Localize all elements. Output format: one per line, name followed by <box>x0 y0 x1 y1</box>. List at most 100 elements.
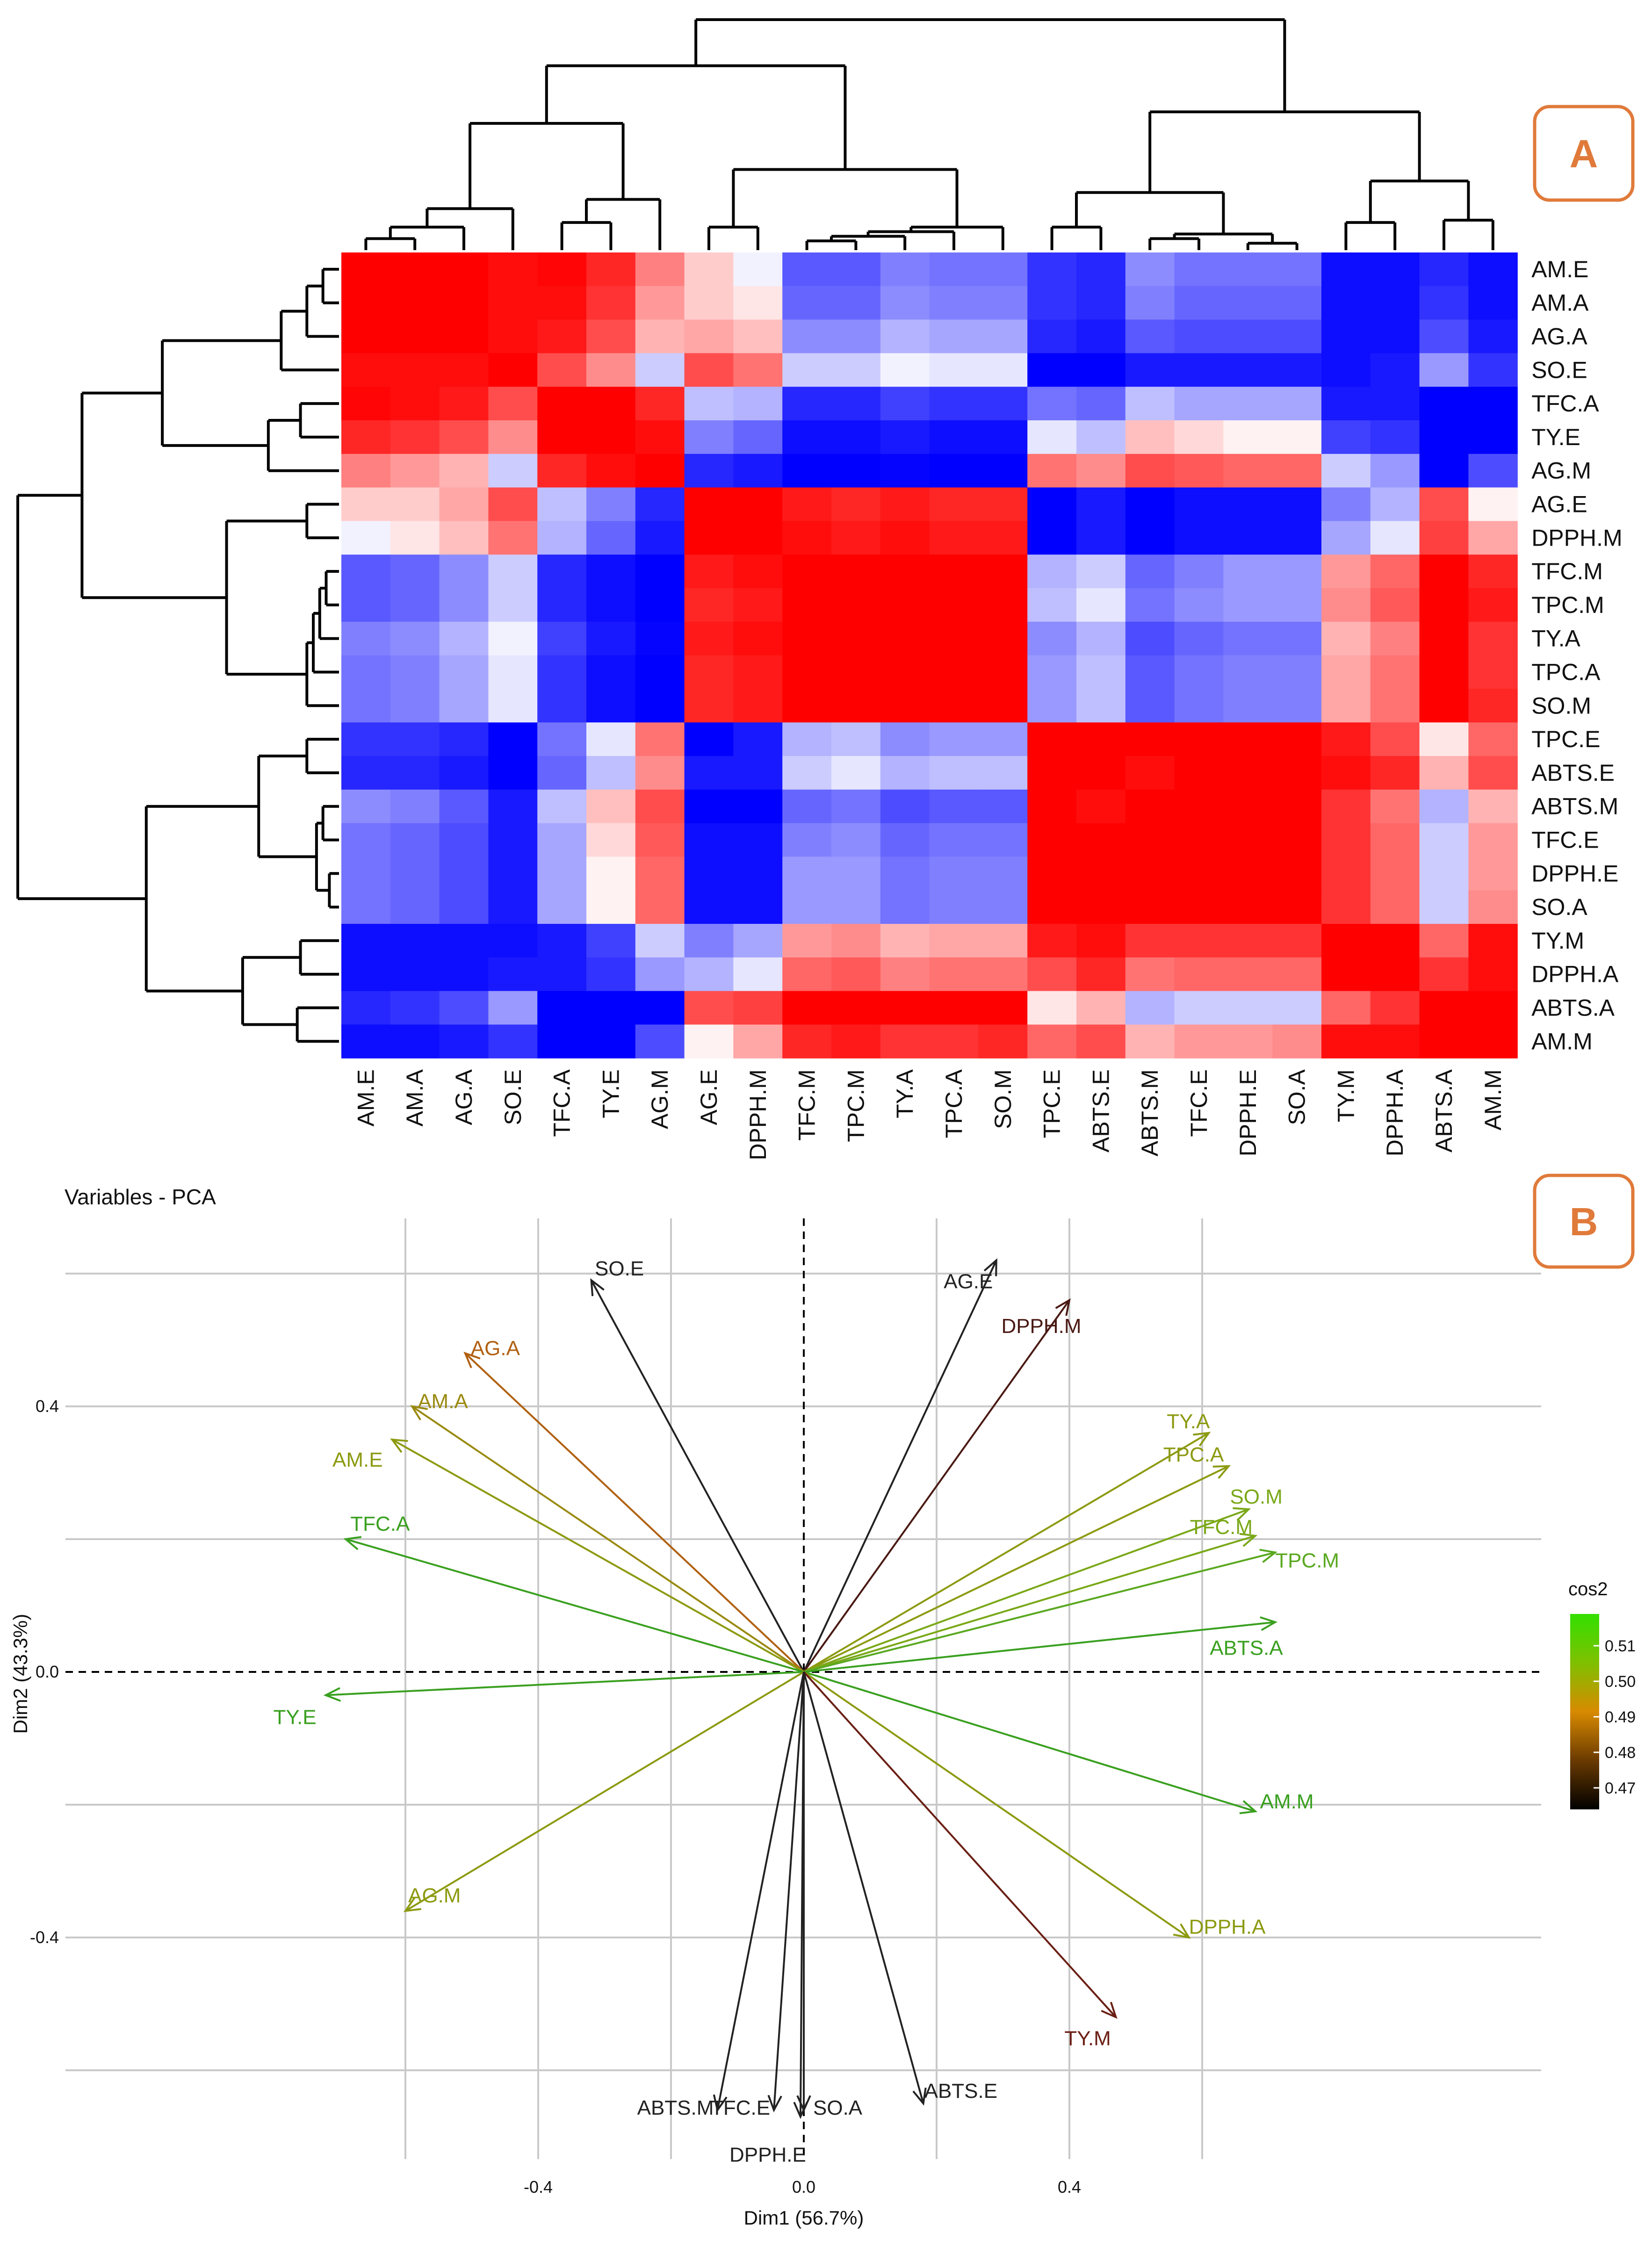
heatmap-col-label: TFC.M <box>794 1069 820 1141</box>
heatmap-cell <box>1076 252 1126 287</box>
heatmap-cell <box>684 521 734 555</box>
heatmap-cell <box>1272 957 1322 992</box>
heatmap-cell <box>929 689 979 723</box>
heatmap-cell <box>1223 555 1273 589</box>
panel-a: AM.E AM.A AG.A SO.E TFC.A TY.E AG.M AG.E DPPH.M T… <box>16 18 1635 1160</box>
heatmap-cell <box>1419 588 1469 622</box>
heatmap-cell <box>586 420 636 454</box>
pca-arrow <box>793 1671 808 2119</box>
heatmap-cell <box>1125 991 1175 1025</box>
heatmap-cell <box>1321 588 1371 622</box>
heatmap-cell <box>1223 957 1273 992</box>
pca-arrow <box>403 1671 805 1912</box>
heatmap-cell <box>439 555 489 589</box>
pca-arrow <box>323 1671 804 1702</box>
heatmap-cell <box>439 655 489 689</box>
panel-b-label: B <box>1570 1200 1598 1244</box>
heatmap-cell <box>684 319 734 353</box>
heatmap-cell <box>684 857 734 891</box>
heatmap-cell <box>1419 286 1469 320</box>
heatmap-cell <box>1321 857 1371 891</box>
heatmap-cell <box>341 353 391 387</box>
heatmap-cell <box>1370 857 1420 891</box>
heatmap-cell <box>390 521 440 555</box>
heatmap-cell <box>341 1024 391 1059</box>
heatmap-cell <box>537 621 587 656</box>
heatmap-cell <box>1419 252 1469 287</box>
heatmap-cell <box>929 588 979 622</box>
heatmap-cell <box>831 957 881 992</box>
column-dendrogram <box>364 18 1494 250</box>
heatmap-cell <box>831 454 881 488</box>
heatmap-cell <box>1370 454 1420 488</box>
heatmap-cell <box>1321 555 1371 589</box>
heatmap-cell <box>1468 521 1518 555</box>
heatmap-cell <box>341 924 391 958</box>
heatmap-cell <box>1419 823 1469 857</box>
heatmap-cell <box>733 487 783 521</box>
heatmap-cell <box>684 454 734 488</box>
heatmap-cell <box>537 420 587 454</box>
heatmap-cell <box>390 252 440 287</box>
heatmap-cell <box>782 957 832 992</box>
heatmap-cell <box>1419 924 1469 958</box>
legend-title: cos2 <box>1568 1579 1608 1599</box>
heatmap-row-labels: AM.E AM.A AG.A SO.E TFC.A TY.E AG.M AG.E DPPH.M T… <box>1531 256 1622 1054</box>
heatmap-cell <box>831 487 881 521</box>
heatmap-cell <box>1468 555 1518 589</box>
heatmap-cell <box>1419 521 1469 555</box>
pca-y-axis-label: Dim2 (43.3%) <box>9 1614 31 1734</box>
pca-arrow-label: TY.A <box>1167 1410 1210 1433</box>
heatmap-cell <box>439 857 489 891</box>
heatmap-cell <box>1272 286 1322 320</box>
heatmap-cell <box>439 454 489 488</box>
heatmap-cell <box>1272 353 1322 387</box>
heatmap-cell <box>1174 353 1224 387</box>
heatmap-cell <box>831 756 881 790</box>
heatmap-cell <box>978 957 1028 992</box>
heatmap-cell <box>978 857 1028 891</box>
pca-arrow <box>463 1352 805 1673</box>
heatmap-row-label: TFC.M <box>1531 558 1603 584</box>
heatmap-cell <box>439 588 489 622</box>
heatmap-cell <box>1125 252 1175 287</box>
heatmap-cell <box>1468 1024 1518 1059</box>
heatmap-cell <box>1272 689 1322 723</box>
heatmap-cell <box>537 387 587 421</box>
heatmap-cell <box>782 924 832 958</box>
pca-arrow <box>803 1298 1071 1673</box>
heatmap-cell <box>439 924 489 958</box>
heatmap-cell <box>1076 1024 1126 1059</box>
heatmap-cell <box>341 454 391 488</box>
heatmap-cell <box>635 621 685 656</box>
heatmap-cell <box>684 555 734 589</box>
heatmap-cell <box>1076 387 1126 421</box>
heatmap-col-label: TY.A <box>892 1069 918 1118</box>
heatmap-col-label: SO.E <box>500 1069 526 1125</box>
pca-arrow-label: ABTS.E <box>924 2080 998 2103</box>
heatmap-cell <box>1223 823 1273 857</box>
panel-a-label: A <box>1570 132 1598 176</box>
heatmap-cell <box>1468 353 1518 387</box>
heatmap-cell <box>1125 756 1175 790</box>
heatmap-cell <box>1370 991 1420 1025</box>
heatmap-cell <box>586 387 636 421</box>
pca-x-axis-label: Dim1 (56.7%) <box>744 2207 864 2229</box>
heatmap-cell <box>831 1024 881 1059</box>
heatmap-cell <box>635 857 685 891</box>
heatmap-cell <box>635 756 685 790</box>
heatmap-cell <box>1125 387 1175 421</box>
heatmap-cell <box>635 924 685 958</box>
heatmap-cell <box>341 655 391 689</box>
heatmap-cell <box>782 487 832 521</box>
heatmap-cell <box>1272 789 1322 824</box>
heatmap-cell <box>782 555 832 589</box>
heatmap-cell <box>1370 957 1420 992</box>
heatmap-cell <box>880 655 930 689</box>
heatmap-cell <box>1174 286 1224 320</box>
heatmap-cell <box>1468 252 1518 287</box>
heatmap-cell <box>390 487 440 521</box>
heatmap-cell <box>782 655 832 689</box>
heatmap-cell <box>733 756 783 790</box>
heatmap-cell <box>1076 487 1126 521</box>
